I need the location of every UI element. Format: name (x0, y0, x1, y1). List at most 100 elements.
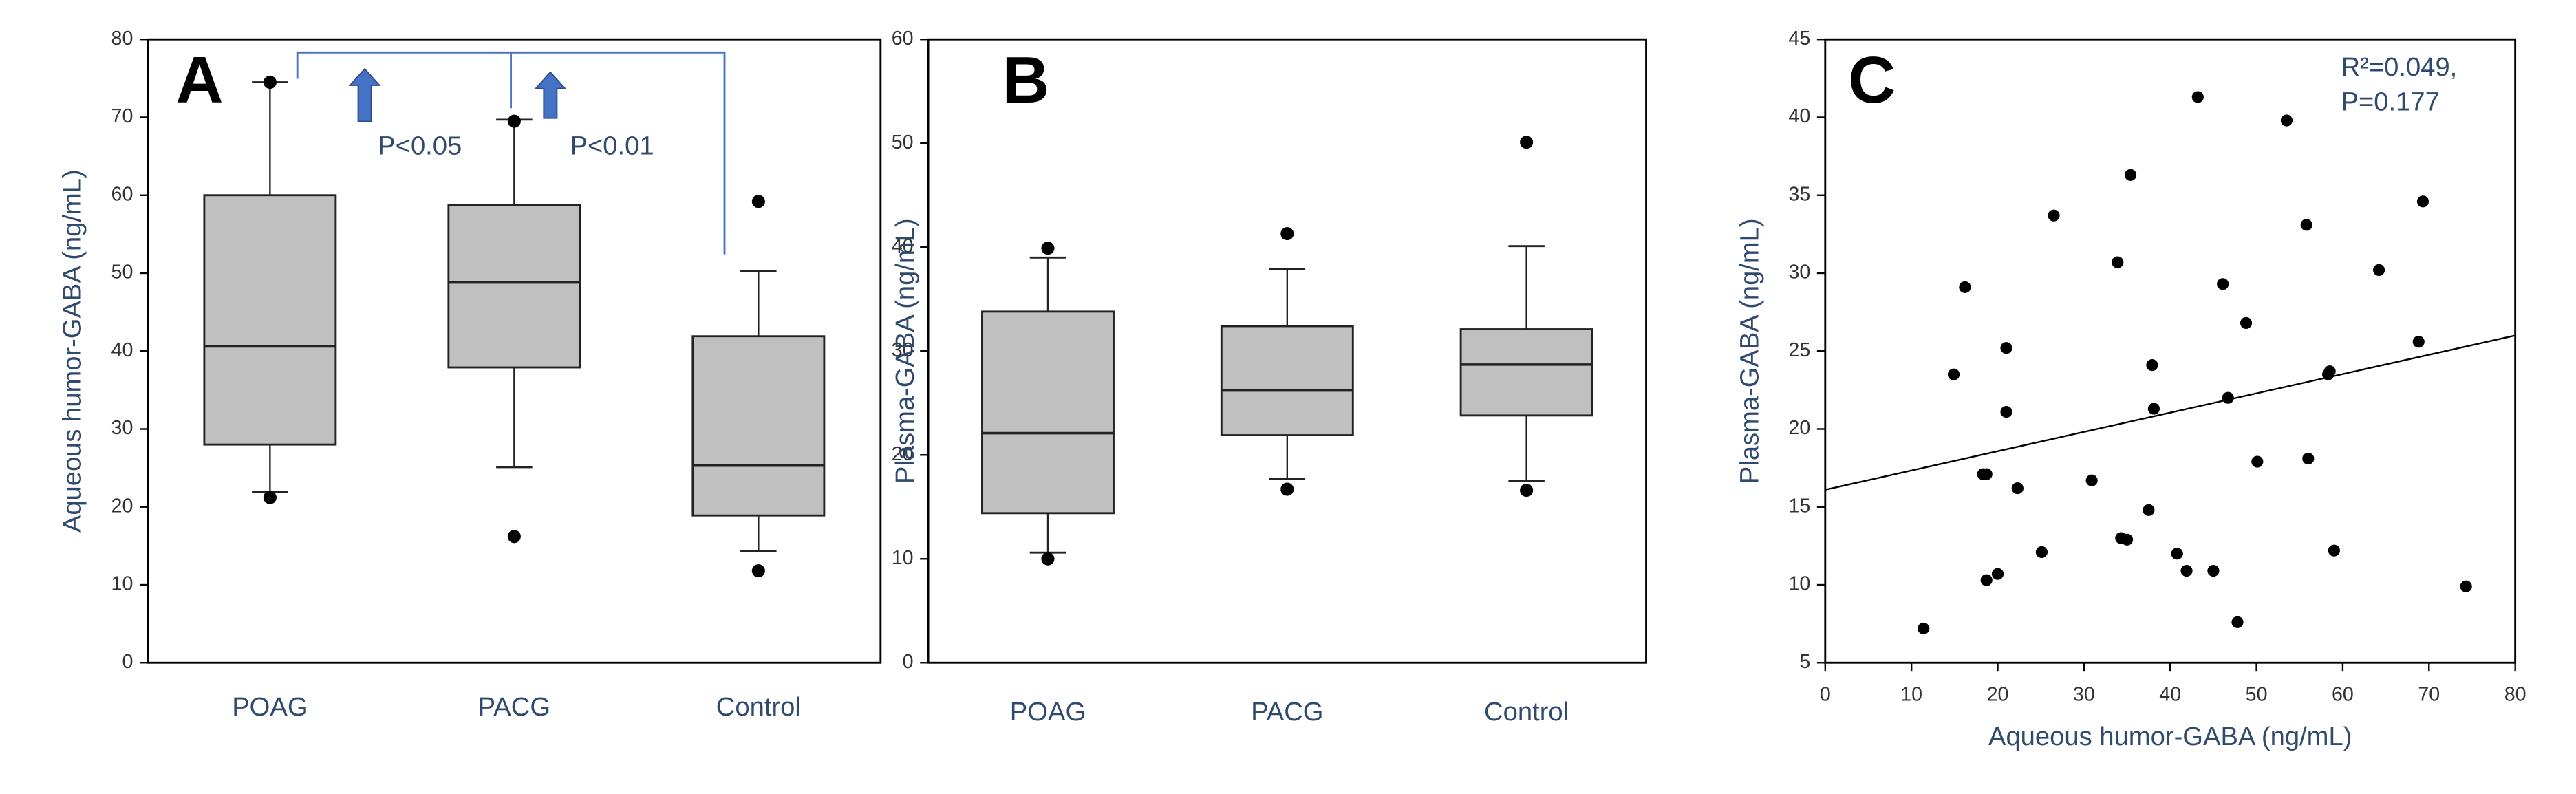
x-tick-label: POAG (1010, 697, 1086, 727)
point (2035, 546, 2048, 559)
y-tick-label: 50 (892, 131, 914, 153)
outlier (1041, 552, 1055, 566)
outlier (1280, 482, 1294, 496)
point (2222, 391, 2234, 404)
x-tick-label: PACG (478, 692, 550, 722)
point (2191, 91, 2204, 103)
outlier (1520, 484, 1534, 497)
annotation: P<0.01 (570, 131, 654, 161)
x-tick-label: PACG (1251, 697, 1323, 727)
y-tick-label: 0 (903, 651, 914, 673)
point (2143, 504, 2155, 516)
point (2416, 195, 2429, 208)
point (2328, 544, 2340, 557)
point (2000, 342, 2012, 354)
arrow-icon (348, 67, 567, 122)
point (2302, 452, 2315, 465)
point (2146, 359, 2158, 372)
outlier (1041, 242, 1055, 255)
x-tick-label: Control (1484, 697, 1569, 727)
y-tick-label: 30 (111, 417, 133, 439)
x-tick-label: 20 (1987, 684, 2009, 706)
y-tick-label: 30 (892, 339, 914, 361)
point (2372, 264, 2385, 277)
annotation: P<0.05 (378, 131, 462, 161)
y-tick-label: 45 (1788, 28, 1810, 50)
point (2112, 256, 2124, 268)
point (1947, 368, 1960, 380)
x-tick-label: 30 (2073, 684, 2095, 706)
box (203, 194, 337, 446)
outlier (263, 75, 277, 89)
x-tick-label: POAG (232, 692, 308, 722)
outlier (1280, 227, 1294, 241)
y-tick-label: 5 (1799, 651, 1810, 673)
annotation: R²=0.049, (2341, 52, 2458, 82)
y-axis-label: Aqueous humor-GABA (ng/mL) (58, 169, 87, 533)
point (1980, 468, 1993, 480)
y-tick-label: 50 (111, 261, 133, 283)
outlier (751, 195, 765, 208)
point (2207, 565, 2220, 577)
significance-bracket (296, 51, 726, 255)
box (447, 204, 581, 369)
point (2180, 565, 2193, 577)
panel-label: B (1002, 44, 1050, 117)
outlier (751, 564, 765, 578)
point (2085, 474, 2098, 486)
x-tick-label: 50 (2246, 684, 2268, 706)
y-tick-label: 40 (892, 235, 914, 257)
panel-label: A (175, 44, 223, 117)
annotation: P=0.177 (2341, 87, 2440, 116)
y-tick-label: 70 (111, 105, 133, 127)
y-tick-label: 20 (1788, 417, 1810, 439)
panel-label: C (1848, 44, 1896, 117)
y-tick-label: 25 (1788, 339, 1810, 361)
x-tick-label: 10 (1900, 684, 1922, 706)
point (1918, 622, 1930, 635)
y-tick-label: 60 (111, 183, 133, 205)
y-tick-label: 15 (1788, 495, 1810, 517)
point (1991, 568, 2004, 580)
point (2231, 616, 2244, 628)
y-tick-label: 10 (892, 547, 914, 569)
point (2000, 405, 2012, 418)
point (2460, 580, 2472, 592)
trendline (1825, 334, 2515, 491)
x-tick-label: 80 (2504, 684, 2526, 706)
point (1959, 281, 1971, 293)
y-tick-label: 80 (111, 28, 133, 50)
point (2171, 548, 2183, 560)
y-tick-label: 10 (1788, 573, 1810, 595)
y-tick-label: 0 (122, 651, 133, 673)
point (2323, 365, 2336, 378)
outlier (1520, 136, 1534, 149)
x-axis-label: Aqueous humor-GABA (ng/mL) (1988, 722, 2352, 751)
x-tick-label: Control (716, 692, 801, 722)
point (2011, 482, 2024, 495)
box (691, 335, 826, 517)
point (2124, 169, 2137, 181)
y-axis-label: Plasma-GABA (ng/mL) (1735, 218, 1764, 484)
y-tick-label: 60 (892, 28, 914, 50)
x-tick-label: 60 (2332, 684, 2354, 706)
point (1980, 574, 1993, 586)
point (2147, 403, 2160, 415)
box (1459, 328, 1593, 417)
y-tick-label: 40 (1788, 105, 1810, 127)
x-tick-label: 0 (1820, 684, 1831, 706)
y-tick-label: 10 (111, 573, 133, 595)
y-tick-label: 40 (111, 339, 133, 361)
outlier (507, 530, 521, 544)
point (2240, 316, 2253, 330)
point (2217, 278, 2229, 290)
y-tick-label: 35 (1788, 183, 1810, 205)
y-tick-label: 20 (892, 443, 914, 465)
x-tick-label: 40 (2159, 684, 2181, 706)
point (2048, 209, 2060, 222)
point (2300, 219, 2312, 231)
point (2121, 533, 2134, 546)
x-tick-label: 70 (2418, 684, 2440, 706)
y-axis-label: Plasma-GABA (ng/mL) (890, 218, 920, 484)
